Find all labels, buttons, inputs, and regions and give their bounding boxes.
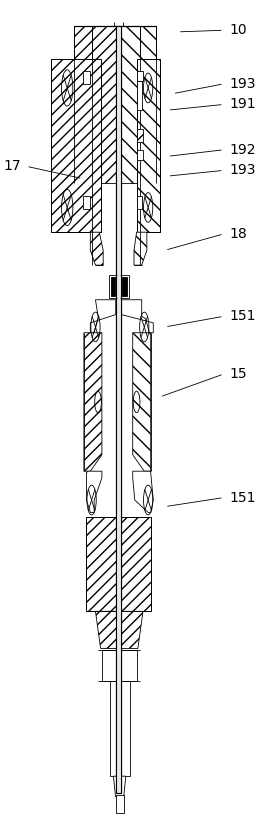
Bar [83, 70, 90, 84]
Bar [51, 59, 101, 232]
Bar [140, 26, 156, 183]
Bar [115, 795, 124, 813]
Polygon shape [133, 332, 151, 471]
Bar [137, 59, 160, 232]
Text: 18: 18 [229, 227, 247, 241]
Bar [137, 196, 142, 209]
Text: 151: 151 [229, 490, 256, 504]
Bar [102, 650, 137, 681]
Bar [137, 70, 143, 80]
Polygon shape [134, 232, 147, 265]
Bar [121, 26, 140, 183]
Text: 191: 191 [229, 98, 256, 112]
Text: 151: 151 [229, 309, 256, 323]
Bar [109, 681, 130, 777]
Text: 192: 192 [229, 143, 256, 157]
Bar [137, 129, 143, 141]
Bar [83, 196, 90, 209]
Polygon shape [133, 471, 153, 513]
Bar [111, 277, 115, 296]
Text: 193: 193 [229, 77, 256, 91]
Polygon shape [86, 471, 102, 513]
Polygon shape [84, 332, 102, 471]
Polygon shape [114, 777, 126, 796]
Bar [137, 150, 143, 160]
Text: 10: 10 [229, 23, 247, 37]
Bar [74, 26, 92, 183]
Bar [92, 26, 116, 183]
Polygon shape [95, 611, 143, 648]
Bar [86, 517, 151, 611]
Polygon shape [90, 232, 103, 265]
Bar [122, 277, 127, 296]
Text: 193: 193 [229, 164, 256, 177]
Polygon shape [121, 299, 153, 332]
Text: 15: 15 [229, 367, 247, 381]
Bar [116, 26, 121, 792]
Bar [137, 81, 142, 110]
Text: 17: 17 [3, 160, 21, 173]
Polygon shape [90, 299, 116, 332]
Bar [137, 70, 142, 84]
